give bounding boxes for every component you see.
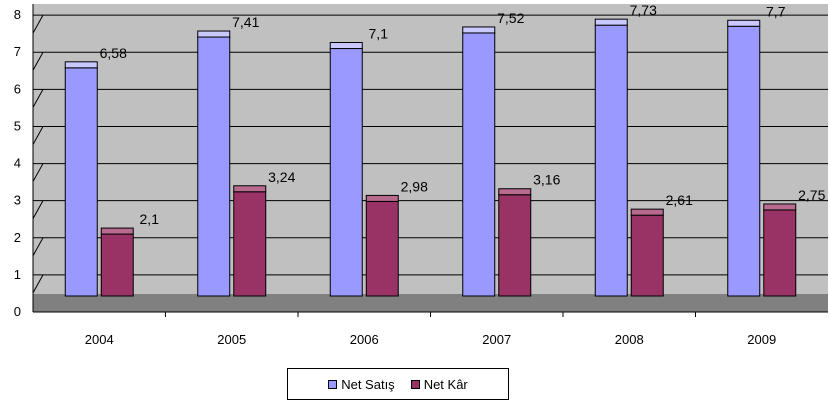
- bar-net-kar-2004: [100, 233, 134, 297]
- legend-item-net-satis: Net Satış: [328, 376, 395, 392]
- bar-cap-net-kar-2005: [233, 185, 267, 193]
- gridline-depth: [32, 200, 44, 219]
- bar-cap-net-kar-2009: [763, 203, 797, 211]
- axes: 0 1 2 3 4 5 6 7 8 2004 2005 2006 2007 2008 2009: [14, 4, 828, 347]
- data-label-net-kar-2009: 2,75: [798, 187, 825, 203]
- bar-cap-net-kar-2008: [630, 208, 664, 216]
- bar-net-kar-2007: [498, 194, 532, 297]
- x-tick-label: 2007: [482, 332, 511, 347]
- x-tick-label: 2004: [85, 332, 114, 347]
- bar-cap-net-kar-2006: [365, 194, 399, 202]
- bar-cap-net-satis-2006: [329, 42, 363, 50]
- bar-net-kar-2009: [763, 209, 797, 297]
- gridline-depth: [32, 89, 44, 108]
- data-label-net-satis-2007: 7,52: [497, 10, 524, 26]
- legend-swatch-net-kar: [410, 379, 420, 389]
- data-label-net-kar-2007: 3,16: [533, 172, 560, 188]
- bar-net-satis-2004: [64, 67, 98, 297]
- plot-area: [33, 4, 828, 312]
- gridline-depth: [32, 51, 44, 71]
- bar-cap-net-satis-2009: [727, 19, 761, 27]
- gridline-depth: [32, 237, 44, 257]
- y-tick-label: 8: [14, 7, 21, 22]
- y-tick-label: 0: [14, 304, 21, 319]
- data-label-net-satis-2005: 7,41: [232, 14, 259, 30]
- y-tick-label: 7: [14, 44, 21, 59]
- data-label-net-satis-2008: 7,73: [630, 2, 657, 18]
- data-label-net-satis-2006: 7,1: [369, 26, 389, 42]
- legend-label-net-satis: Net Satış: [341, 376, 395, 392]
- bars: [64, 18, 797, 297]
- data-label-net-satis-2004: 6,58: [100, 45, 127, 61]
- gridline-depth: [32, 274, 44, 294]
- bar-cap-net-satis-2008: [594, 18, 628, 26]
- x-tick-label: 2009: [747, 332, 776, 347]
- bar-net-satis-2007: [462, 32, 496, 297]
- gridline-depth: [32, 14, 44, 34]
- y-tick-label: 3: [14, 193, 21, 208]
- bar-net-kar-2006: [365, 200, 399, 297]
- data-label-net-satis-2009: 7,7: [766, 3, 786, 19]
- gridline-depth: [32, 163, 44, 182]
- y-tick-label: 6: [14, 81, 21, 96]
- x-tick-label: 2008: [615, 332, 644, 347]
- bar-cap-net-kar-2004: [100, 227, 134, 235]
- bar-net-satis-2008: [594, 24, 628, 297]
- bar-cap-net-kar-2007: [498, 188, 532, 196]
- data-label-net-kar-2005: 3,24: [268, 169, 295, 185]
- data-label-net-kar-2004: 2,1: [140, 211, 160, 227]
- data-labels: 6,58 2,1 7,41 3,24 7,1 2,98 7,52 3,16 7,73 2,61 7,…: [100, 2, 826, 227]
- plot-background: [33, 4, 828, 312]
- gridlines: [32, 14, 828, 294]
- bar-net-kar-2005: [233, 191, 267, 297]
- bar-cap-net-satis-2004: [64, 61, 98, 69]
- legend-swatch-net-satis: [328, 379, 338, 389]
- legend: Net Satış Net Kâr: [287, 368, 509, 400]
- legend-item-net-kar: Net Kâr: [410, 376, 468, 392]
- bar-cap-net-satis-2007: [462, 26, 496, 34]
- y-tick-label: 4: [14, 156, 21, 171]
- plot-floor: [33, 294, 828, 312]
- bar-net-kar-2008: [630, 214, 664, 297]
- x-tick-label: 2005: [217, 332, 246, 347]
- y-tick-label: 5: [14, 118, 21, 133]
- legend-label-net-kar: Net Kâr: [423, 376, 468, 392]
- data-label-net-kar-2008: 2,61: [666, 192, 693, 208]
- gridline-depth: [32, 126, 44, 145]
- bar-net-satis-2005: [197, 36, 231, 297]
- data-label-net-kar-2006: 2,98: [401, 178, 428, 194]
- bar-net-satis-2009: [727, 25, 761, 297]
- y-tick-label: 1: [14, 267, 21, 282]
- x-tick-label: 2006: [350, 332, 379, 347]
- bar-net-satis-2006: [329, 48, 363, 297]
- y-tick-label: 2: [14, 230, 21, 245]
- bar-cap-net-satis-2005: [197, 30, 231, 38]
